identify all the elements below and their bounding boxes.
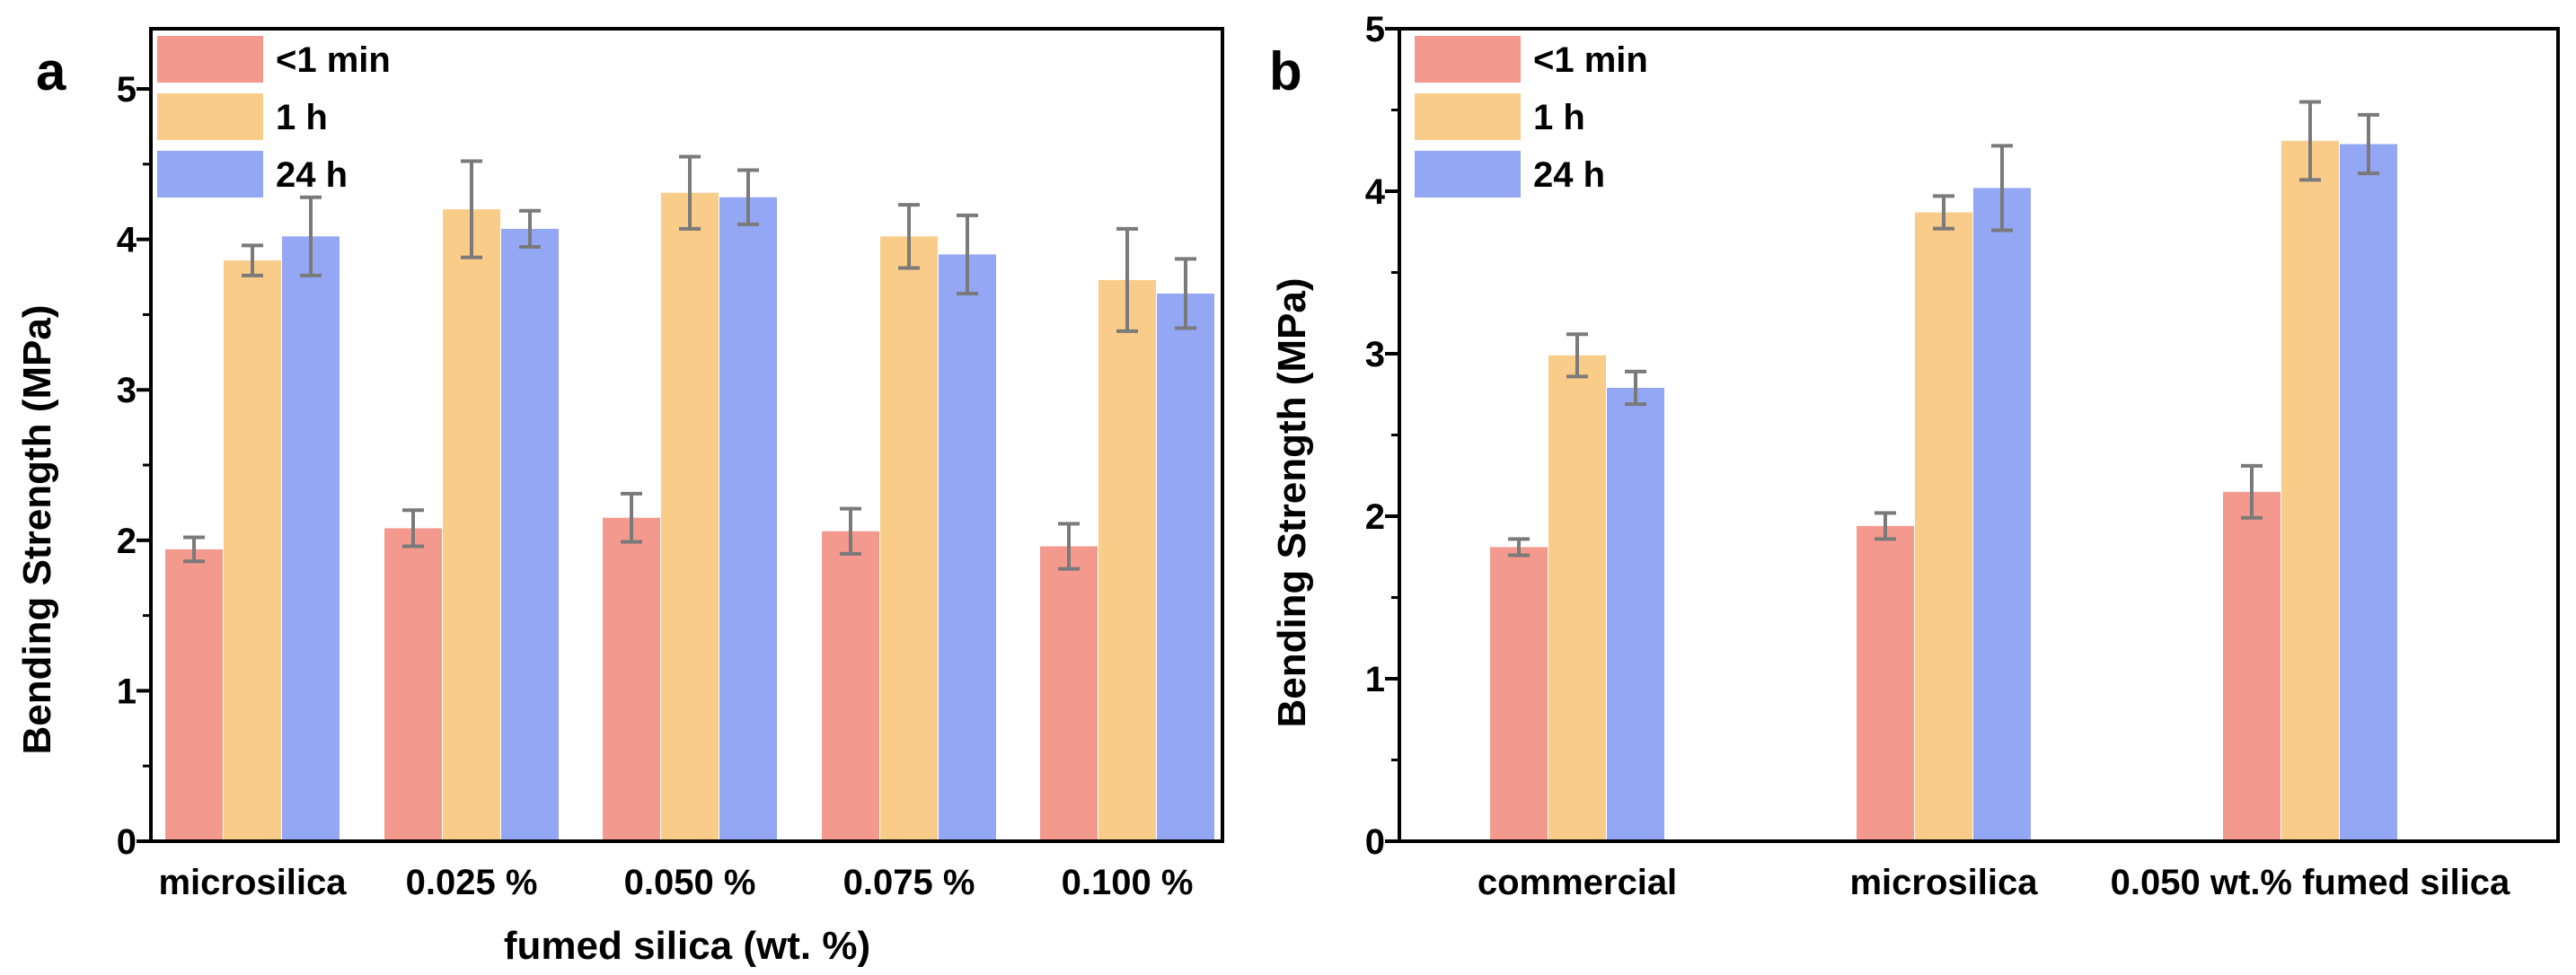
panel-b-bar [2281, 140, 2339, 841]
panel-a-legend-label: <1 min [276, 40, 391, 80]
panel-a-bar [1157, 293, 1214, 841]
panel-b-ytick-label: 0 [1365, 822, 1385, 862]
panel-b-category-label: 0.050 wt.% fumed silica [2111, 863, 2510, 902]
panel-a-bar [282, 236, 340, 841]
panel-a-legend-label: 1 h [276, 98, 328, 137]
panel-b-ytick-label: 5 [1365, 10, 1385, 49]
panel-b-bar [1548, 355, 1606, 841]
panel-a-ytick-label: 5 [117, 70, 137, 110]
panel-a-legend-swatch [157, 151, 263, 198]
panel-a-ytick-label: 4 [117, 221, 137, 260]
panel-a-bar [719, 197, 777, 841]
panel-a-bar [1040, 546, 1098, 841]
panel-b: b Bending Strength (MPa) 0 1 2 3 4 5 commercia… [1269, 10, 2560, 902]
panel-b-bar [1915, 212, 1972, 841]
panel-b-legend-swatch [1415, 151, 1521, 198]
panel-a-xlabel: fumed silica (wt. %) [504, 924, 870, 968]
panel-a-ylabel: Bending Strength (MPa) [15, 304, 59, 754]
panel-b-ylabel: Bending Strength (MPa) [1270, 277, 1314, 727]
panel-b-category-label: microsilica [1849, 863, 2038, 902]
panel-b-bar [2340, 144, 2397, 841]
panel-a: a Bending Strength (MPa) fumed silica (w… [15, 27, 1224, 968]
panel-a-legend-swatch [157, 93, 263, 140]
panel-a-bar [501, 228, 559, 842]
panel-a-ytick-label: 3 [117, 371, 137, 410]
panel-a-bar [603, 517, 660, 841]
panel-b-legend-label: 24 h [1533, 155, 1605, 195]
panel-a-bar [224, 260, 281, 841]
panel-a-category-label: 0.100 % [1062, 863, 1194, 902]
panel-a-legend-swatch [157, 36, 263, 83]
panel-a-letter: a [36, 41, 66, 101]
panel-a-frame [149, 27, 1224, 843]
panel-b-legend-swatch [1415, 36, 1521, 83]
panel-b-ytick-label: 2 [1365, 497, 1385, 537]
panel-b-legend-label: 1 h [1533, 98, 1585, 137]
panel-b-bar [1607, 388, 1664, 841]
panel-a-ytick-label: 0 [117, 822, 137, 862]
panel-a-bar [880, 236, 938, 841]
panel-a-bar [822, 531, 879, 841]
panel-a-bar [1098, 279, 1156, 841]
panel-a-bar [165, 549, 223, 841]
panel-b-ytick-label: 4 [1365, 172, 1386, 212]
panel-a-category-label: 0.025 % [406, 863, 538, 902]
panel-b-legend-label: <1 min [1533, 40, 1648, 80]
panel-b-ytick-label: 3 [1365, 335, 1385, 374]
panel-b-ytick-label: 1 [1365, 660, 1385, 699]
panel-a-ytick-label: 1 [117, 672, 137, 711]
panel-b-frame [1398, 27, 2560, 843]
panel-b-legend-swatch [1415, 93, 1521, 140]
panel-a-bar [939, 254, 996, 841]
panel-b-bar [2223, 491, 2280, 841]
panel-a-bar [384, 528, 442, 841]
panel-b-bar [1490, 547, 1548, 841]
panel-b-category-label: commercial [1478, 863, 1677, 902]
panel-b-bar [1973, 188, 2031, 841]
panel-b-bar [1857, 525, 1914, 841]
panel-a-category-label: 0.075 % [843, 863, 975, 902]
panel-a-legend-label: 24 h [276, 155, 348, 195]
panel-a-bar [443, 209, 500, 842]
panel-b-letter: b [1269, 41, 1302, 101]
panel-a-bar [661, 192, 719, 842]
panel-a-category-label: 0.050 % [624, 863, 756, 902]
panel-a-category-label: microsilica [158, 863, 347, 902]
panel-a-ytick-label: 2 [117, 522, 137, 561]
